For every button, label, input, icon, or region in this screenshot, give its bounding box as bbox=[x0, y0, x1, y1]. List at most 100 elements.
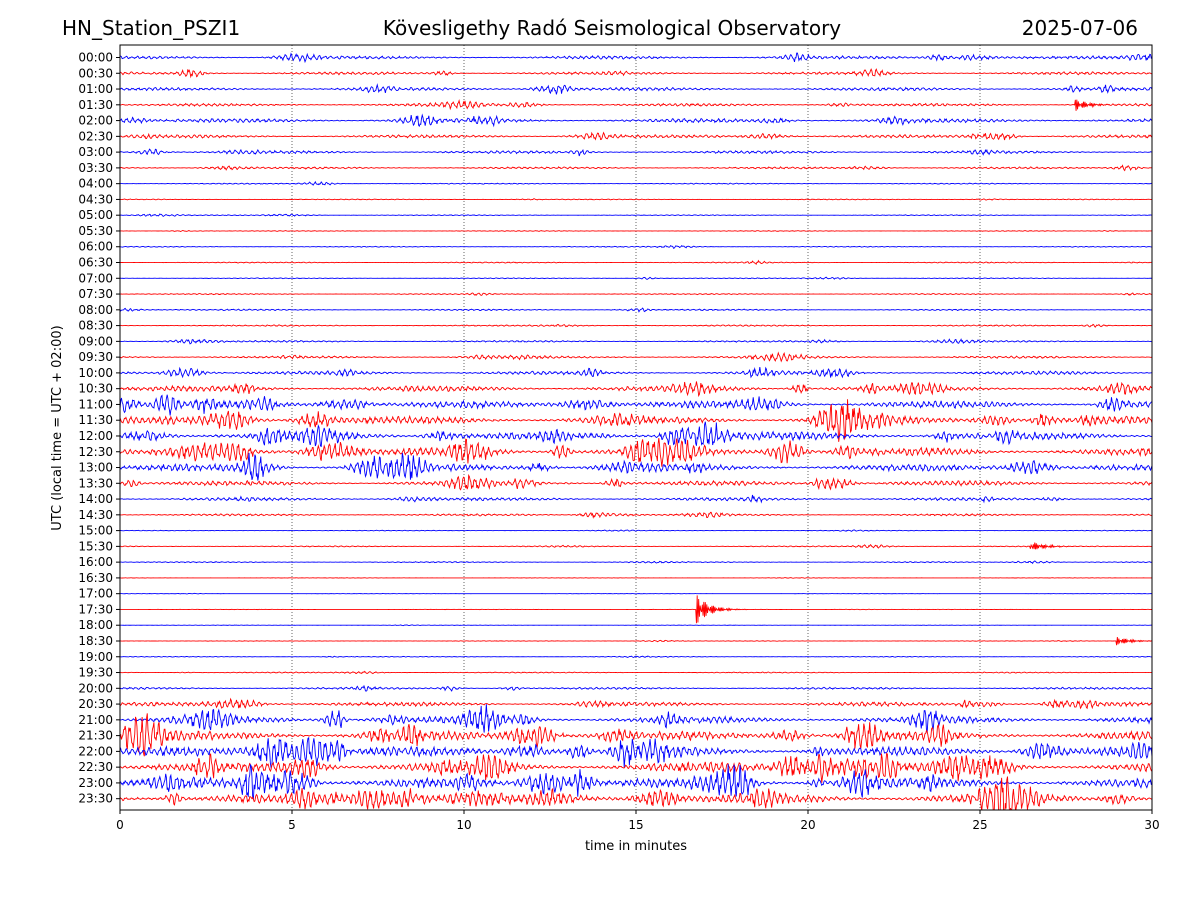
trace-2230 bbox=[120, 752, 1152, 783]
trace-label: 09:30 bbox=[78, 350, 113, 364]
x-tick-labels: 0 5 10 15 20 25 30 bbox=[116, 810, 1160, 832]
trace-1030 bbox=[120, 381, 1152, 398]
trace-label: 05:30 bbox=[78, 224, 113, 238]
trace-1930 bbox=[120, 670, 1152, 675]
trace-0800 bbox=[120, 307, 1152, 313]
trace-1430 bbox=[120, 511, 1152, 519]
trace-2130 bbox=[120, 713, 1152, 757]
trace-0130 bbox=[120, 98, 1152, 111]
trace-0700 bbox=[120, 276, 1152, 280]
trace-label: 04:30 bbox=[78, 192, 113, 206]
x-tick-label: 10 bbox=[456, 818, 471, 832]
x-tick-label: 5 bbox=[288, 818, 296, 832]
trace-label: 15:30 bbox=[78, 539, 113, 553]
station-title: HN_Station_PSZI1 bbox=[62, 16, 240, 40]
trace-1900 bbox=[120, 655, 1152, 658]
trace-0500 bbox=[120, 213, 1152, 217]
trace-label: 13:30 bbox=[78, 476, 113, 490]
trace-2330 bbox=[120, 776, 1152, 810]
x-tick-label: 25 bbox=[972, 818, 987, 832]
trace-label: 01:30 bbox=[78, 98, 113, 112]
trace-label: 00:30 bbox=[78, 66, 113, 80]
trace-1400 bbox=[120, 494, 1152, 504]
trace-1000 bbox=[120, 366, 1152, 379]
x-tick-label: 30 bbox=[1144, 818, 1159, 832]
vertical-gridlines bbox=[291, 45, 981, 810]
trace-label: 14:30 bbox=[78, 508, 113, 522]
trace-2030 bbox=[120, 697, 1152, 710]
trace-label: 23:30 bbox=[78, 792, 113, 806]
trace-label: 10:30 bbox=[78, 382, 113, 396]
trace-label: 17:30 bbox=[78, 602, 113, 616]
trace-label: 02:30 bbox=[78, 129, 113, 143]
trace-label: 17:00 bbox=[78, 587, 113, 601]
observatory-title: Kövesligethy Radó Seismological Observat… bbox=[383, 16, 841, 40]
x-axis-label: time in minutes bbox=[585, 839, 687, 854]
y-axis-label: UTC (local time = UTC + 02:00) bbox=[50, 325, 65, 530]
trace-label: 21:00 bbox=[78, 713, 113, 727]
trace-0400 bbox=[120, 180, 1152, 186]
trace-label: 03:30 bbox=[78, 161, 113, 175]
x-tick-label: 0 bbox=[116, 818, 124, 832]
trace-0630 bbox=[120, 259, 1152, 266]
trace-label: 12:00 bbox=[78, 429, 113, 443]
trace-0330 bbox=[120, 164, 1152, 172]
date-title: 2025-07-06 bbox=[1022, 16, 1138, 40]
trace-1730 bbox=[120, 595, 1152, 624]
trace-label: 23:00 bbox=[78, 776, 113, 790]
trace-label: 21:30 bbox=[78, 729, 113, 743]
trace-2000 bbox=[120, 684, 1152, 692]
trace-0100 bbox=[120, 83, 1152, 95]
trace-0530 bbox=[120, 230, 1152, 232]
trace-1700 bbox=[120, 592, 1152, 595]
trace-label: 04:00 bbox=[78, 177, 113, 191]
trace-label: 22:00 bbox=[78, 744, 113, 758]
trace-label: 06:30 bbox=[78, 256, 113, 270]
trace-1130 bbox=[120, 399, 1152, 442]
trace-0000 bbox=[120, 52, 1152, 64]
trace-label: 05:00 bbox=[78, 208, 113, 222]
trace-label: 20:30 bbox=[78, 697, 113, 711]
trace-0830 bbox=[120, 323, 1152, 328]
trace-1800 bbox=[120, 624, 1152, 627]
trace-1300 bbox=[120, 452, 1152, 481]
trace-label: 10:00 bbox=[78, 366, 113, 380]
x-tick-label: 15 bbox=[628, 818, 643, 832]
trace-label: 13:00 bbox=[78, 461, 113, 475]
trace-0930 bbox=[120, 351, 1152, 363]
trace-label: 07:30 bbox=[78, 287, 113, 301]
trace-0030 bbox=[120, 68, 1152, 79]
trace-2300 bbox=[120, 764, 1152, 801]
trace-label: 19:00 bbox=[78, 650, 113, 664]
trace-0430 bbox=[120, 198, 1152, 201]
trace-label: 00:00 bbox=[78, 51, 113, 65]
trace-label: 15:00 bbox=[78, 524, 113, 538]
trace-label: 19:30 bbox=[78, 666, 113, 680]
trace-2100 bbox=[120, 704, 1152, 733]
trace-0730 bbox=[120, 292, 1152, 297]
trace-0300 bbox=[120, 148, 1152, 157]
trace-label: 07:00 bbox=[78, 271, 113, 285]
trace-1500 bbox=[120, 529, 1152, 532]
trace-0900 bbox=[120, 338, 1152, 345]
trace-label: 08:30 bbox=[78, 319, 113, 333]
trace-0200 bbox=[120, 113, 1152, 128]
trace-1100 bbox=[120, 394, 1152, 416]
trace-label: 11:00 bbox=[78, 397, 113, 411]
trace-1630 bbox=[120, 577, 1152, 579]
trace-1530 bbox=[120, 542, 1152, 550]
trace-label: 14:00 bbox=[78, 492, 113, 506]
trace-label: 12:30 bbox=[78, 445, 113, 459]
trace-label: 09:00 bbox=[78, 334, 113, 348]
x-tick-label: 20 bbox=[800, 818, 815, 832]
trace-label: 01:00 bbox=[78, 82, 113, 96]
trace-label: 16:30 bbox=[78, 571, 113, 585]
seismic-traces bbox=[120, 52, 1152, 810]
trace-1330 bbox=[120, 473, 1152, 491]
trace-label: 16:00 bbox=[78, 555, 113, 569]
trace-1200 bbox=[120, 421, 1152, 448]
trace-1830 bbox=[120, 636, 1152, 646]
trace-label: 03:00 bbox=[78, 145, 113, 159]
